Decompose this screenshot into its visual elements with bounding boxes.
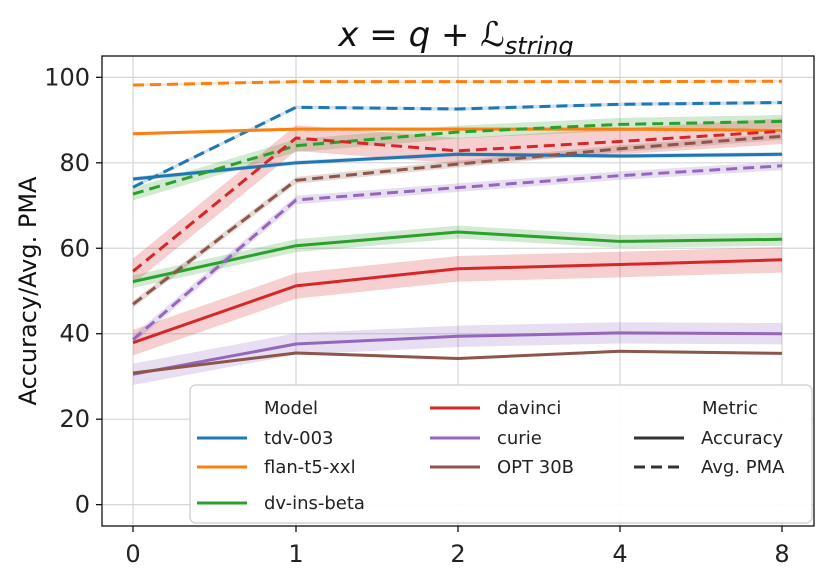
y-tick-label: 60 xyxy=(59,234,90,262)
series-lines xyxy=(132,79,783,376)
legend-label-curie: curie xyxy=(497,428,542,449)
title-plus: + xyxy=(430,15,480,55)
legend: Model tdv-003 flan-t5-xxl dv-ins-beta davinc… xyxy=(189,384,813,524)
legend-label-tdv-003: tdv-003 xyxy=(264,428,334,449)
legend-label-accuracy: Accuracy xyxy=(701,428,784,449)
title-lhs: x xyxy=(337,15,359,55)
axes: 0 20 40 60 80 100 0 1 2 4 8 xyxy=(44,55,815,568)
band-curie-accuracy xyxy=(133,322,782,385)
y-axis-label: Accuracy/Avg. PMA xyxy=(14,176,42,406)
x-tick-label: 4 xyxy=(612,540,627,568)
series-line-curie-accuracy xyxy=(132,331,783,376)
title-q: q xyxy=(409,15,431,55)
series-line-dv-ins-beta-accuracy xyxy=(132,230,783,284)
series-line-tdv-003-accuracy xyxy=(132,152,783,181)
y-tick-label: 0 xyxy=(75,491,90,519)
legend-label-opt-30b: OPT 30B xyxy=(497,457,574,478)
series-line-davinci-pma xyxy=(132,129,783,273)
y-tick-label: 20 xyxy=(59,405,90,433)
legend-label-avg-pma: Avg. PMA xyxy=(701,457,785,478)
y-tick-label: 80 xyxy=(59,149,90,177)
series-line-tdv-003-pma xyxy=(132,101,783,189)
series-line-flan-t5-xxl-accuracy xyxy=(132,127,783,136)
series-line-opt-30b-accuracy xyxy=(132,349,783,375)
x-tick-label: 8 xyxy=(774,540,789,568)
series-line-dv-ins-beta-pma xyxy=(132,119,783,196)
legend-label-flan-t5-xxl: flan-t5-xxl xyxy=(264,457,356,478)
legend-title-metric: Metric xyxy=(702,398,758,419)
legend-box xyxy=(189,384,813,524)
title-eq: = xyxy=(358,15,408,55)
y-tick-label: 40 xyxy=(59,320,90,348)
series-line-opt-30b-pma xyxy=(132,134,783,306)
legend-label-dv-ins-beta: dv-ins-beta xyxy=(264,493,365,514)
band-davinci-accuracy xyxy=(133,246,782,356)
legend-title-model: Model xyxy=(264,398,318,419)
title-subscript: string xyxy=(505,32,574,60)
y-tick-label: 100 xyxy=(44,63,90,91)
series-line-flan-t5-xxl-pma xyxy=(132,79,783,87)
series-line-curie-pma xyxy=(132,164,783,341)
x-tick-label: 1 xyxy=(288,540,303,568)
legend-label-davinci: davinci xyxy=(497,398,561,419)
x-tick-label: 2 xyxy=(450,540,465,568)
series-line-davinci-accuracy xyxy=(132,258,783,345)
x-tick-label: 0 xyxy=(125,540,140,568)
title-script-l: ℒ xyxy=(480,15,505,55)
chart-title: x = q + ℒstring xyxy=(337,15,573,60)
